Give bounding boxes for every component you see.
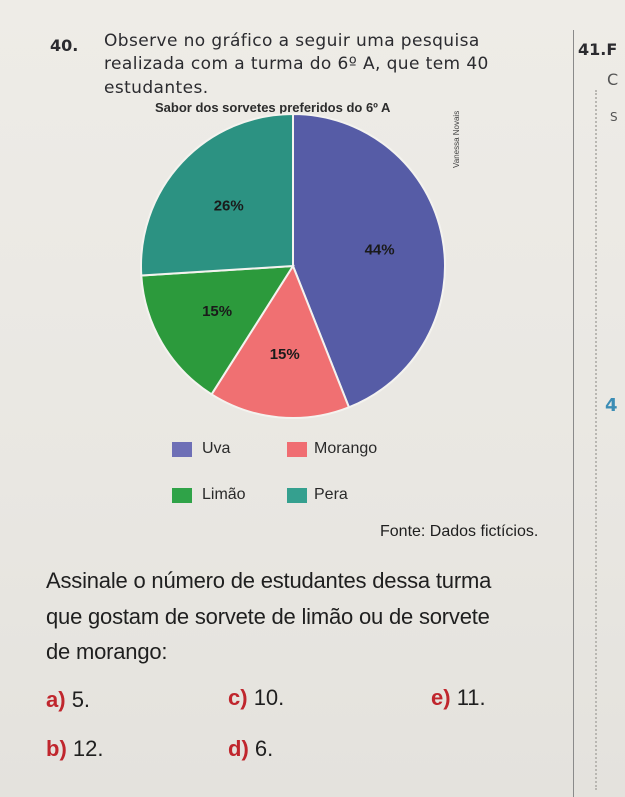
- option-d[interactable]: d) 6.: [228, 736, 274, 761]
- prompt-line-2: que gostam de sorvete de limão ou de sor…: [46, 604, 490, 629]
- side-mark-s: S: [610, 110, 618, 124]
- dotted-margin-line: [595, 90, 597, 790]
- pie-slice-pera: [140, 112, 294, 277]
- option-c[interactable]: c) 10.: [228, 685, 285, 710]
- pie-label-pera: 26%: [214, 198, 244, 215]
- prompt-line-3: de morango:: [46, 639, 168, 664]
- legend-label-pera: Pera: [314, 486, 348, 503]
- pie-slice-limao: [140, 264, 295, 396]
- question-line-2: realizada com a turma do 6º A, que tem 4…: [104, 54, 489, 74]
- column-divider: [573, 30, 574, 797]
- side-mark-c: C: [607, 70, 619, 89]
- legend-label-morango: Morango: [314, 440, 378, 457]
- pie-label-uva: 44%: [365, 241, 395, 258]
- question-line-3: estudantes.: [104, 78, 209, 98]
- side-mark-4: 4: [605, 395, 618, 416]
- pie-slice-uva: [292, 112, 446, 409]
- prompt-line-1: Assinale o número de estudantes dessa tu…: [46, 568, 492, 593]
- question-number: 40.: [50, 36, 79, 55]
- next-question-number: 41.F: [578, 40, 618, 59]
- pie-label-morango: 15%: [270, 346, 300, 363]
- pie-label-limao: 15%: [202, 303, 232, 320]
- question-line-1: Observe no gráfico a seguir uma pesquisa: [104, 31, 480, 51]
- legend-swatch-morango: [287, 442, 307, 457]
- legend-swatch-limao: [172, 488, 192, 503]
- chart-source: Fonte: Dados fictícios.: [380, 523, 539, 540]
- option-b[interactable]: b) 12.: [46, 736, 104, 761]
- pie-slice-morango: [210, 263, 351, 419]
- legend-swatch-pera: [287, 488, 307, 503]
- chart-title: Sabor dos sorvetes preferidos do 6º A: [155, 100, 391, 115]
- legend-swatch-uva: [172, 442, 192, 457]
- option-e[interactable]: e) 11.: [431, 685, 486, 710]
- legend-label-limao: Limão: [202, 486, 246, 503]
- option-a[interactable]: a) 5.: [46, 687, 91, 712]
- legend-label-uva: Uva: [202, 440, 231, 457]
